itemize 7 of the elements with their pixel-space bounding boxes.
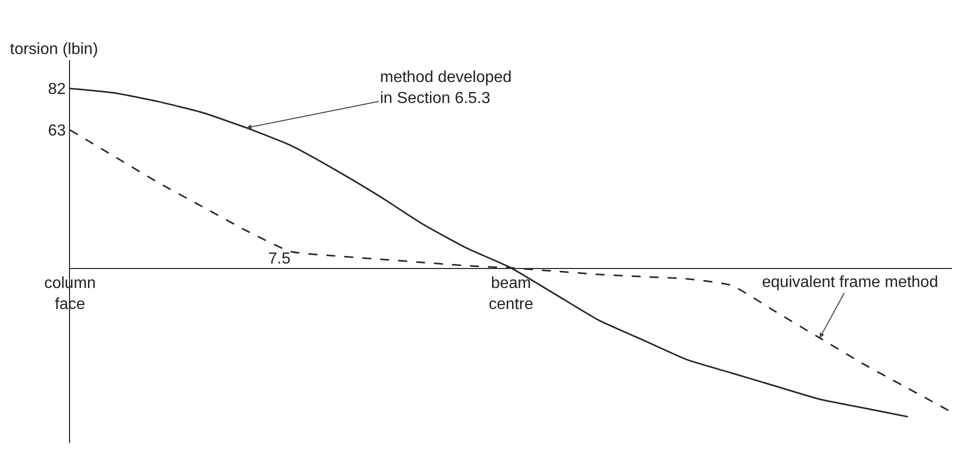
data-label: 7.5 — [268, 250, 291, 268]
y-axis-title: torsion (lbin) — [10, 41, 98, 58]
y-tick-label: 63 — [48, 122, 66, 140]
y-tick-label: 82 — [48, 81, 66, 98]
series-label: equivalent frame method — [762, 274, 938, 291]
x-tick-label: beam centre — [488, 275, 534, 313]
text: method developed in Section 6.5.3 — [380, 69, 512, 107]
